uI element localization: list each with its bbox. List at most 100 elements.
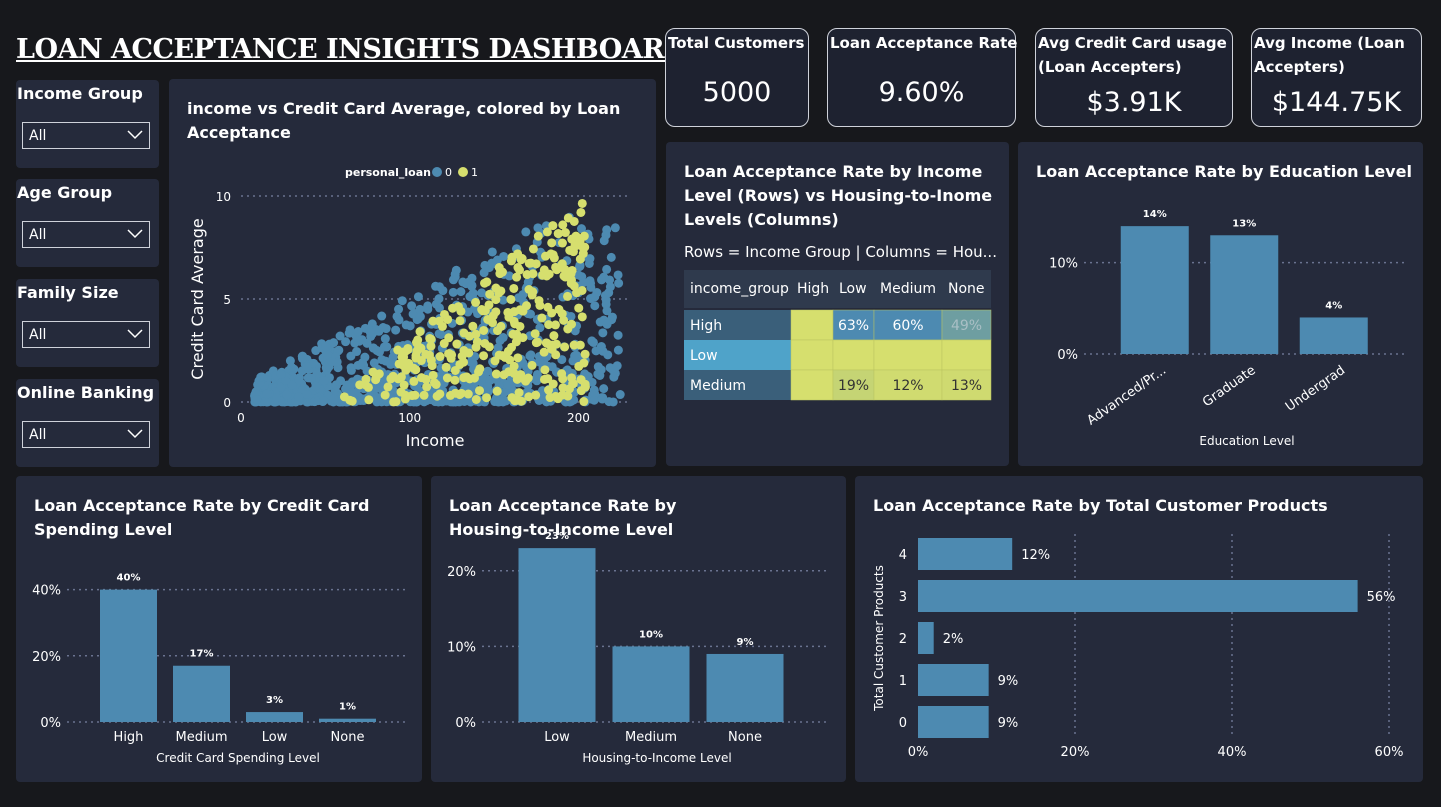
scatter-point [516, 370, 526, 380]
scatter-point [504, 367, 514, 377]
scatter-point [282, 390, 292, 400]
matrix-title: Loan Acceptance Rate by Income Level (Ro… [684, 162, 993, 229]
scatter-point [524, 392, 534, 402]
scatter-point [544, 320, 554, 330]
scatter-point [574, 361, 584, 371]
data-label: 40% [117, 573, 141, 584]
matrix-cell [873, 339, 943, 371]
data-label: 13% [1232, 218, 1256, 229]
scatter-point [373, 395, 383, 405]
scatter-point [407, 301, 417, 311]
scatter-point [426, 341, 436, 351]
scatter-point [590, 292, 600, 302]
scatter-point [468, 321, 478, 331]
kpi-label: Avg Income (Loan Accepters) [1254, 34, 1405, 76]
scatter-point [515, 265, 525, 275]
scatter-point [477, 288, 487, 298]
income-group-dropdown[interactable]: All [22, 122, 150, 149]
scatter-point [380, 334, 390, 344]
family-size-dropdown[interactable]: All [22, 321, 150, 348]
bar [918, 664, 989, 696]
scatter-point [593, 369, 603, 379]
kpi-label: Total Customers [668, 34, 805, 52]
matrix-row-label-cell [684, 370, 791, 400]
scatter-point [413, 292, 423, 302]
scatter-point [528, 244, 538, 254]
scatter-point [311, 381, 321, 391]
scatter-point [491, 295, 501, 305]
matrix-cell-value: 19% [838, 378, 869, 394]
scatter-point [361, 374, 371, 384]
scatter-point [547, 308, 557, 318]
x-tick-label: 20% [1061, 745, 1090, 760]
x-tick-label: Low [262, 730, 288, 745]
scatter-point [380, 390, 390, 400]
scatter-point [563, 213, 573, 223]
scatter-point [492, 386, 502, 396]
scatter-point [558, 383, 568, 393]
scatter-point [509, 307, 519, 317]
legend-label: 1 [471, 166, 478, 179]
scatter-point [552, 265, 562, 275]
scatter-point [539, 347, 549, 357]
scatter-point [586, 278, 596, 288]
scatter-point [485, 289, 495, 299]
scatter-point [400, 390, 410, 400]
scatter-point [487, 247, 497, 257]
chevron-down-icon [127, 130, 143, 140]
matrix-row-label: Medium [690, 378, 746, 394]
data-label: 14% [1143, 209, 1167, 220]
scatter-point [262, 389, 272, 399]
matrix-cell-value: 12% [892, 378, 923, 394]
scatter-point [605, 282, 615, 292]
scatter-point [506, 294, 516, 304]
scatter-point [613, 345, 623, 355]
scatter-point [287, 380, 297, 390]
scatter-point [426, 334, 436, 344]
scatter-point [391, 325, 401, 335]
scatter-point [388, 352, 398, 362]
matrix-cell [941, 369, 992, 401]
scatter-point [569, 340, 579, 350]
scatter-point [472, 337, 482, 347]
scatter-point [456, 287, 466, 297]
scatter-point [490, 356, 500, 366]
scatter-point [415, 312, 425, 322]
scatter-point [537, 313, 547, 323]
legend-marker [432, 167, 442, 177]
scatter-point [257, 372, 267, 382]
y-tick-label: 5 [223, 293, 231, 307]
x-tick-label: Advanced/Pr... [1084, 363, 1169, 428]
scatter-point [593, 362, 603, 372]
data-label: 23% [545, 531, 569, 542]
age-group-dropdown[interactable]: All [22, 221, 150, 248]
scatter-point [566, 269, 576, 279]
scatter-point [411, 365, 421, 375]
scatter-point [302, 362, 312, 372]
scatter-point [434, 329, 444, 339]
scatter-point [599, 384, 609, 394]
scatter-point [321, 342, 331, 352]
scatter-point [423, 301, 433, 311]
scatter-point [294, 375, 304, 385]
scatter-point [530, 329, 540, 339]
scatter-point [447, 350, 457, 360]
online-banking-dropdown[interactable]: All [22, 421, 150, 448]
scatter-point [426, 355, 436, 365]
scatter-point [329, 338, 339, 348]
scatter-point [609, 372, 619, 382]
scatter-point [557, 259, 567, 269]
scatter-point [432, 391, 442, 401]
scatter-point [579, 397, 589, 407]
data-label: 56% [1367, 590, 1396, 605]
products-bar-chart: 0% 20% 40% 60% 12% 4 56% 3 2% 2 9% 1 9% 0 Total Custom… [872, 534, 1403, 760]
scatter-point [394, 304, 404, 314]
scatter-point [439, 309, 449, 319]
scatter-point [374, 369, 384, 379]
scatter-point [591, 346, 601, 356]
data-label: 4% [1325, 300, 1342, 311]
scatter-point [584, 258, 594, 268]
scatter-point [551, 350, 561, 360]
matrix-column-header: income_group [690, 281, 789, 297]
scatter-point [602, 319, 612, 329]
